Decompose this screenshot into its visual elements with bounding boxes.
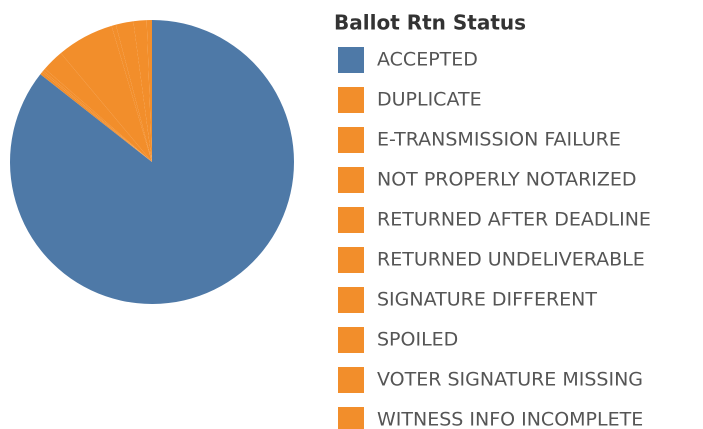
legend-label: WITNESS INFO INCOMPLETE (377, 409, 643, 429)
pie-slice (40, 72, 152, 162)
legend-label: ACCEPTED (377, 49, 478, 71)
pie-slice (111, 24, 152, 162)
pie-slice (9, 20, 294, 304)
legend-label: RETURNED AFTER DEADLINE (377, 209, 651, 231)
pie-slice (115, 21, 152, 163)
legend-swatch (338, 207, 364, 233)
legend-swatch (338, 327, 364, 353)
legend-label: SIGNATURE DIFFERENT (377, 289, 597, 311)
legend-title: Ballot Rtn Status (334, 11, 526, 35)
legend-swatch (338, 287, 364, 313)
legend-label: NOT PROPERLY NOTARIZED (377, 169, 637, 191)
pie-slice (60, 25, 152, 162)
legend-swatch (338, 87, 364, 113)
legend-label: VOTER SIGNATURE MISSING (377, 369, 643, 391)
legend-label: SPOILED (377, 329, 458, 351)
pie-slice (44, 53, 153, 163)
legend-swatch (338, 247, 364, 273)
legend-label: E-TRANSMISSION FAILURE (377, 129, 621, 151)
pie-slice (133, 20, 152, 163)
pie-slice (43, 68, 153, 162)
pie-slice (42, 70, 152, 162)
legend-swatch (338, 407, 364, 429)
legend-swatch (338, 167, 364, 193)
legend-swatch (338, 127, 364, 153)
legend-label: DUPLICATE (377, 89, 482, 111)
pie-slice (146, 20, 152, 162)
legend-label: RETURNED UNDELIVERABLE (377, 249, 645, 271)
legend-swatch (338, 47, 364, 73)
legend-swatch (338, 367, 364, 393)
